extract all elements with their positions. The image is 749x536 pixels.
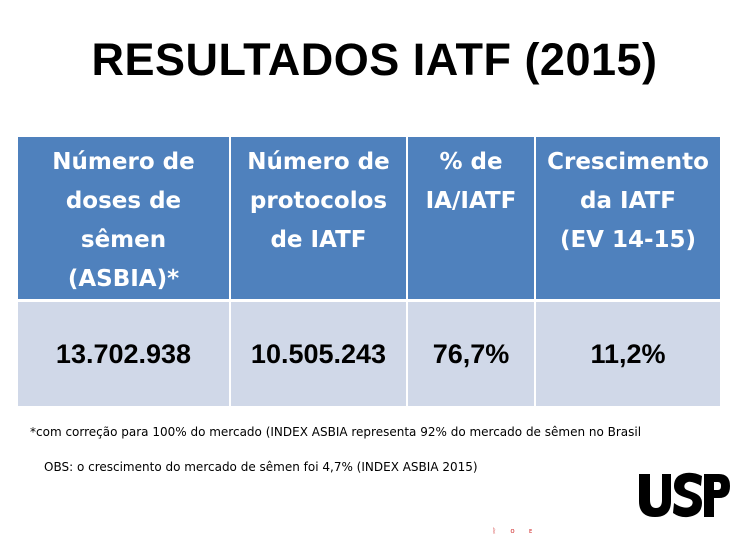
table-header-row: Número de doses de sêmen (ASBIA)* Número… [18, 137, 720, 302]
header-line: (EV 14-15) [559, 227, 697, 253]
usp-logo-mark [639, 472, 730, 518]
obs-note: OBS: o crescimento do mercado de sêmen f… [44, 460, 478, 474]
value-percent-ia-iatf: 76,7% [407, 300, 536, 406]
header-line: sêmen [80, 227, 167, 253]
header-line: IA/IATF [425, 188, 517, 214]
header-line: Crescimento [547, 149, 709, 175]
header-protocolos-iatf: Número de protocolos de IATF [230, 137, 408, 302]
slide-title: RESULTADOS IATF (2015) [91, 34, 658, 85]
decorative-red-marks: ᚱ ᴏ ᴇ [492, 527, 539, 535]
header-line: Número de [52, 149, 195, 175]
header-doses-semen: Número de doses de sêmen (ASBIA)* [18, 137, 231, 302]
usp-logo [636, 470, 732, 520]
header-line: protocolos [249, 188, 388, 214]
header-line: % de [439, 149, 503, 175]
footnote: *com correção para 100% do mercado (INDE… [30, 425, 642, 439]
value-protocolos-iatf: 10.505.243 [230, 300, 408, 406]
header-line: da IATF [580, 188, 676, 214]
table-row: 13.702.938 10.505.243 76,7% 11,2% [18, 300, 720, 406]
results-table: Número de doses de sêmen (ASBIA)* Número… [18, 137, 720, 406]
value-doses-semen: 13.702.938 [18, 300, 231, 406]
header-crescimento-iatf: Crescimento da IATF (EV 14-15) [535, 137, 720, 302]
header-line: (ASBIA)* [67, 266, 180, 292]
value-crescimento-iatf: 11,2% [535, 300, 720, 406]
header-line: doses de [65, 188, 182, 214]
header-percent-ia-iatf: % de IA/IATF [407, 137, 536, 302]
header-line: de IATF [270, 227, 367, 253]
header-line: Número de [247, 149, 390, 175]
